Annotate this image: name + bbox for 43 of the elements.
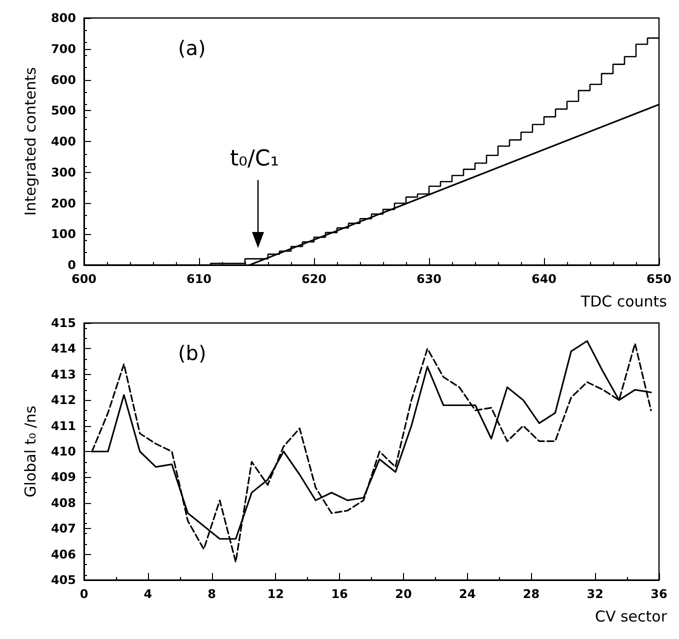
x-axis-title: TDC counts — [580, 292, 668, 310]
x-tick-label: 12 — [267, 587, 284, 601]
y-tick-label: 300 — [50, 165, 76, 180]
y-tick-label: 415 — [50, 316, 76, 330]
y-tick-label: 413 — [50, 367, 76, 382]
x-tick-label: 36 — [650, 587, 668, 601]
y-tick-label: 412 — [50, 393, 76, 408]
y-tick-label: 700 — [50, 42, 76, 56]
x-tick-label: 650 — [646, 272, 672, 286]
y-tick-label: 408 — [50, 496, 76, 510]
y-tick-label: 407 — [50, 522, 76, 536]
annotation: (b) — [178, 341, 206, 365]
annotation: t₀/C₁ — [230, 146, 280, 172]
x-tick-label: 24 — [458, 587, 476, 601]
x-tick-label: 640 — [531, 272, 557, 286]
x-tick-label: 620 — [301, 272, 327, 286]
x-tick-label: 4 — [144, 587, 152, 601]
annotation: (a) — [178, 36, 206, 60]
x-tick-label: 32 — [586, 587, 604, 601]
x-tick-label: 8 — [208, 587, 216, 601]
y-tick-label: 411 — [50, 418, 76, 433]
y-tick-label: 414 — [50, 342, 76, 356]
x-tick-label: 610 — [186, 272, 212, 286]
y-tick-label: 400 — [50, 134, 76, 148]
y-tick-label: 409 — [50, 470, 76, 484]
x-axis-title: CV sector — [594, 608, 668, 626]
y-tick-label: 800 — [50, 11, 76, 25]
x-tick-label: 20 — [395, 587, 412, 601]
y-tick-label: 410 — [50, 444, 76, 458]
y-tick-label: 200 — [50, 196, 76, 210]
y-tick-label: 600 — [50, 72, 76, 87]
y-tick-label: 406 — [50, 547, 76, 562]
x-tick-label: 600 — [71, 272, 97, 286]
x-tick-label: 630 — [416, 272, 442, 286]
y-axis-title: Integrated contents — [22, 67, 40, 216]
y-tick-label: 0 — [68, 258, 76, 272]
y-tick-label: 405 — [50, 573, 76, 587]
y-tick-label: 100 — [50, 227, 76, 242]
x-tick-label: 16 — [331, 587, 348, 601]
y-tick-label: 500 — [50, 104, 76, 118]
x-tick-label: 28 — [522, 587, 540, 601]
y-axis-title: Global t₀ /ns — [22, 405, 40, 498]
x-tick-label: 0 — [80, 587, 88, 601]
